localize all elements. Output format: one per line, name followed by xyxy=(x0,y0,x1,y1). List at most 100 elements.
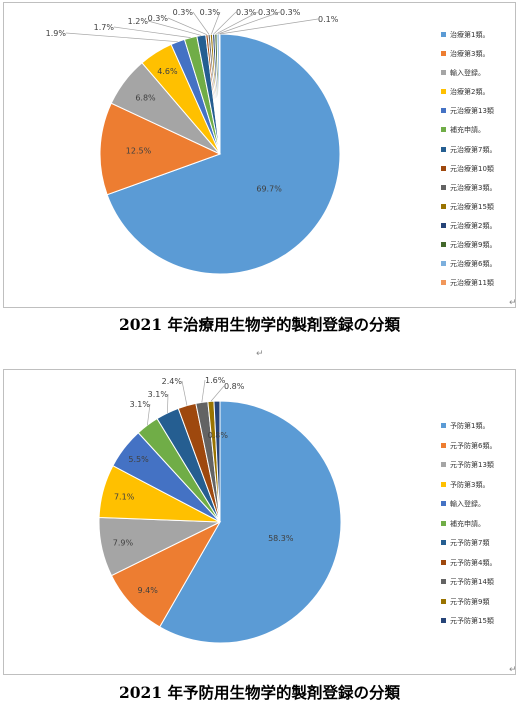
chart-2-legend: 予防第1類。 元予防第6類。 元予防第13類 予防第3類。 輸入登録。補充申請。元予防第… xyxy=(441,421,496,636)
legend-2-item-4: 輸入登録。 xyxy=(441,499,496,519)
legend-label: 元治療第3類。 xyxy=(450,183,497,192)
pie-1-slice-0 xyxy=(106,33,341,275)
legend-swatch xyxy=(441,261,446,267)
legend-2-item-7: 元予防第4類。 xyxy=(441,558,496,578)
legend-swatch xyxy=(441,462,446,467)
paragraph-mark: ↵ xyxy=(256,349,264,359)
legend-swatch xyxy=(441,203,446,209)
pie-1-label-11: 0.3% xyxy=(258,8,279,17)
legend-swatch xyxy=(441,184,446,190)
legend-label: 元予防第6類。 xyxy=(450,441,497,450)
legend-swatch xyxy=(441,423,446,428)
legend-label: 元治療第13類 xyxy=(450,107,494,116)
chart-1-legend: 治療第1類。 治療第3類。 輸入登録。 治療第2類。 元治療第13類 補充申請。 元治療第7… xyxy=(441,30,496,297)
legend-swatch xyxy=(441,442,446,448)
pie-2-label-6: 3.1% xyxy=(148,390,169,399)
legend-swatch xyxy=(441,501,446,506)
pie-1-label-12: 0.3% xyxy=(280,8,301,17)
legend-label: 元治療第9類。 xyxy=(450,241,497,250)
legend-swatch xyxy=(441,165,446,171)
legend-1-item-12: 元治療第6類。 xyxy=(441,259,496,278)
pie-1-leader-12 xyxy=(218,11,281,35)
legend-label: 元治療第15類 xyxy=(450,202,494,211)
pie-1-leader-6 xyxy=(147,20,202,36)
legend-swatch xyxy=(441,598,446,604)
legend-2-item-6: 元予防第7類 xyxy=(441,538,496,558)
legend-swatch xyxy=(441,108,446,114)
pie-2-label-8: 1.6% xyxy=(205,376,226,385)
legend-1-item-6: 元治療第7類。 xyxy=(441,145,496,164)
legend-swatch xyxy=(441,559,446,565)
pie-2-leader-8 xyxy=(201,379,206,403)
legend-label: 元予防第15類 xyxy=(450,617,494,625)
pie-1-label-10: 0.3% xyxy=(236,8,257,17)
pie-2-label-0: 58.3% xyxy=(268,534,294,543)
legend-label: 輸入登録。 xyxy=(450,500,485,508)
legend-2-item-9: 元予防第9類 xyxy=(441,597,496,617)
legend-2-item-0: 予防第1類。 xyxy=(441,421,496,441)
legend-swatch xyxy=(441,51,446,57)
legend-1-item-9: 元治療第15類 xyxy=(441,202,496,221)
legend-label: 予防第1類。 xyxy=(450,422,490,430)
pie-2-slice-10 xyxy=(213,400,221,523)
pie-1-label-1: 12.5% xyxy=(126,146,152,155)
chart-2-caption: 2021 年予防用生物学的製剤登録の分類 xyxy=(118,683,401,702)
legend-swatch xyxy=(441,481,446,487)
pie-2-label-10: 0.8% xyxy=(208,431,229,440)
paragraph-mark: ↵ xyxy=(509,298,517,308)
legend-label: 治療第2類。 xyxy=(450,88,490,97)
pie-2-label-2: 7.9% xyxy=(113,539,134,548)
legend-label: 元治療第11類 xyxy=(450,279,494,288)
legend-label: 元治療第2類。 xyxy=(450,221,497,230)
legend-label: 元治療第7類。 xyxy=(450,145,497,154)
pie-1-label-13: 0.1% xyxy=(318,15,339,24)
pie-2-label-5: 3.1% xyxy=(130,400,151,409)
legend-1-item-10: 元治療第2類。 xyxy=(441,221,496,240)
legend-swatch xyxy=(441,540,446,545)
pie-1-label-6: 1.2% xyxy=(128,17,149,26)
pie-2-label-3: 7.1% xyxy=(114,492,135,501)
legend-label: 予防第3類。 xyxy=(450,480,490,489)
pie-1-leader-7 xyxy=(167,17,208,36)
legend-swatch xyxy=(441,222,446,228)
pie-1-slice-1 xyxy=(99,102,222,196)
legend-1-item-3: 治療第2類。 xyxy=(441,87,496,106)
legend-label: 元治療第10類 xyxy=(450,164,494,173)
legend-1-item-1: 治療第3類。 xyxy=(441,49,496,68)
pie-1-label-0: 69.7% xyxy=(256,184,282,193)
legend-label: 治療第3類。 xyxy=(450,50,490,59)
legend-2-item-10: 元予防第15類 xyxy=(441,616,496,636)
legend-1-item-5: 補充申請。 xyxy=(441,125,496,144)
pie-2-leader-9 xyxy=(210,385,225,402)
pie-1-leader-10 xyxy=(213,11,237,35)
legend-1-item-11: 元治療第9類。 xyxy=(441,240,496,259)
legend-label: 補充申請。 xyxy=(450,519,485,528)
legend-1-item-7: 元治療第10類 xyxy=(441,164,496,183)
legend-2-item-1: 元予防第6類。 xyxy=(441,441,496,461)
pie-1-leader-13 xyxy=(219,18,319,35)
legend-swatch xyxy=(441,146,446,152)
pie-1-leader-11 xyxy=(215,11,259,35)
pie-1-label-9: 0.3% xyxy=(200,8,221,17)
pie-1-label-8: 0.3% xyxy=(173,8,194,17)
legend-swatch xyxy=(441,520,446,526)
pie-2-label-7: 2.4% xyxy=(162,377,183,386)
legend-swatch xyxy=(441,280,446,286)
legend-2-item-5: 補充申請。 xyxy=(441,519,496,539)
legend-swatch xyxy=(441,89,446,95)
pie-1-label-2: 6.8% xyxy=(135,93,156,102)
legend-label: 補充申請。 xyxy=(450,126,485,135)
legend-swatch xyxy=(441,32,446,37)
pie-1-leader-9 xyxy=(211,11,221,35)
legend-label: 輸入登録。 xyxy=(450,69,485,78)
legend-label: 元予防第13類 xyxy=(450,461,494,469)
paragraph-mark: ↵ xyxy=(509,665,517,675)
legend-swatch xyxy=(441,579,446,584)
pie-1-label-4: 1.9% xyxy=(46,29,67,38)
pie-2-label-9: 0.8% xyxy=(224,382,245,391)
pie-2-leader-6 xyxy=(167,393,169,414)
chart-1-caption: 2021 年治療用生物学的製剤登録の分類 xyxy=(118,315,401,334)
legend-2-item-3: 予防第3類。 xyxy=(441,480,496,500)
pie-2-label-4: 5.5% xyxy=(128,455,149,464)
